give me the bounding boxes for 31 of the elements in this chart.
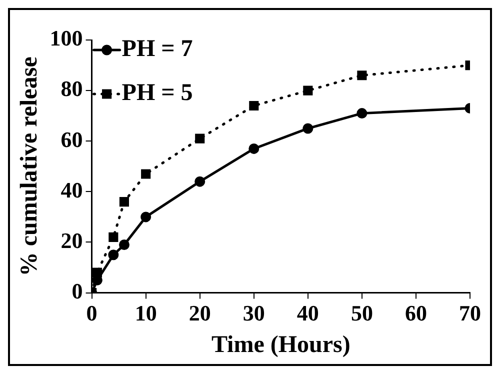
y-axis-title: % cumulative release bbox=[16, 56, 43, 276]
y-tick-label: 40 bbox=[60, 177, 83, 202]
point bbox=[141, 169, 151, 179]
x-tick-label: 50 bbox=[350, 300, 373, 326]
point bbox=[194, 176, 206, 187]
point bbox=[108, 232, 118, 242]
x-tick-label: 60 bbox=[404, 300, 427, 326]
point bbox=[249, 100, 259, 111]
x-tick-label: 10 bbox=[134, 300, 157, 326]
y-tick-label: 0 bbox=[72, 278, 83, 304]
point bbox=[195, 134, 205, 144]
y-tick-label: 100 bbox=[50, 26, 83, 51]
point bbox=[303, 86, 313, 96]
point bbox=[357, 70, 367, 80]
x-tick-label: 20 bbox=[188, 300, 211, 326]
y-tick-label: 60 bbox=[60, 126, 83, 152]
x-tick-label: 30 bbox=[242, 300, 265, 326]
y-tick-label: 80 bbox=[60, 76, 83, 102]
point bbox=[248, 143, 260, 154]
point bbox=[302, 123, 314, 134]
legend-label: PH = 5 bbox=[122, 80, 193, 106]
y-tick-label: 20 bbox=[60, 228, 83, 253]
x-axis-title: Time (Hours) bbox=[211, 332, 350, 358]
x-tick-label: 70 bbox=[459, 300, 481, 326]
point bbox=[118, 240, 130, 250]
x-tick-label: 40 bbox=[296, 300, 319, 326]
point bbox=[119, 197, 130, 207]
legend-label: PH = 7 bbox=[122, 36, 193, 62]
point bbox=[356, 108, 368, 119]
point bbox=[140, 212, 152, 222]
point bbox=[108, 250, 119, 260]
